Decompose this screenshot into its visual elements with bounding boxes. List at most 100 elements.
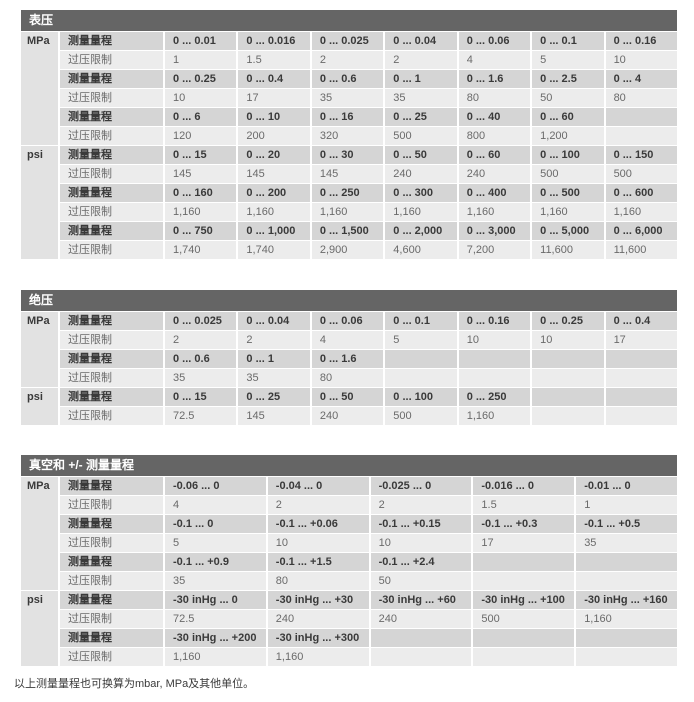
value-cell: 0 ... 250 (311, 184, 384, 202)
value-cell: 1,160 (605, 203, 677, 221)
value-cell (605, 127, 677, 145)
value-cell (532, 350, 604, 368)
value-cell: -0.1 ... +0.06 (267, 515, 369, 533)
value-cell: 11,600 (605, 241, 677, 259)
unit-label: MPa (21, 32, 58, 145)
value-cell: 5 (385, 331, 457, 349)
unit-group: MPa 测量量程 -0.06 ... 0 -0.04 ... 0 -0.025 ... … (21, 477, 677, 590)
value-cell (605, 350, 677, 368)
value-cell: 0 ... 60 (532, 108, 604, 126)
value-cell: 0 ... 160 (165, 184, 237, 202)
unit-label: MPa (21, 477, 58, 590)
value-cell: 0 ... 15 (165, 388, 237, 406)
row-label: 测量量程 (60, 591, 163, 609)
value-cell: 35 (311, 89, 384, 107)
value-cell: 0 ... 0.1 (532, 32, 604, 50)
value-cell: 0 ... 0.4 (238, 70, 310, 88)
value-cell: 0 ... 100 (385, 388, 457, 406)
value-cell: 0 ... 20 (238, 146, 310, 164)
value-cell: 0 ... 5,000 (532, 222, 604, 240)
value-cell: 1.5 (473, 496, 575, 514)
value-cell: 145 (165, 165, 237, 183)
spec-table: 真空和 +/- 测量量程 MPa 测量量程 -0.06 ... 0 -0.04 ... … (21, 455, 677, 666)
value-cell: 0 ... 16 (311, 108, 384, 126)
unit-group: MPa 测量量程 0 ... 0.025 0 ... 0.04 0 ... 0.06 0 … (21, 312, 677, 387)
value-cell: 80 (311, 369, 384, 387)
value-cell: 35 (165, 369, 237, 387)
value-cell (576, 629, 677, 647)
value-cell: 0 ... 0.04 (238, 312, 310, 330)
value-cell: 2 (267, 496, 369, 514)
value-cell: 1,160 (165, 203, 237, 221)
value-cell: 1.5 (238, 51, 310, 69)
value-cell: 120 (165, 127, 237, 145)
value-cell: 0 ... 25 (238, 388, 310, 406)
row-label: 测量量程 (60, 70, 163, 88)
row-label: 测量量程 (60, 629, 163, 647)
value-cell: -0.1 ... +0.9 (165, 553, 266, 571)
value-cell (576, 572, 677, 590)
table-title: 绝压 (21, 290, 677, 311)
value-cell: 0 ... 0.025 (311, 32, 384, 50)
value-cell (458, 369, 531, 387)
value-cell: 0 ... 300 (385, 184, 457, 202)
value-cell: 145 (311, 165, 384, 183)
value-cell: 1,160 (385, 203, 457, 221)
value-cell: 0 ... 600 (605, 184, 677, 202)
value-cell: 11,600 (532, 241, 604, 259)
row-label: 过压限制 (60, 610, 163, 628)
value-cell: 4 (165, 496, 266, 514)
value-cell: 0 ... 1,500 (311, 222, 384, 240)
value-cell: 0 ... 500 (532, 184, 604, 202)
row-label: 测量量程 (60, 312, 163, 330)
footer-note: 以上测量量程也可换算为mbar, MPa及其他单位。 (14, 678, 255, 690)
value-cell: 500 (385, 407, 457, 425)
value-cell: 0 ... 100 (532, 146, 604, 164)
value-cell: 240 (311, 407, 384, 425)
unit-label: psi (21, 146, 58, 259)
spec-tables: 表压 MPa 测量量程 0 ... 0.01 0 ... 0.016 0 ... 0.02… (21, 10, 677, 666)
value-cell: 1 (165, 51, 237, 69)
value-cell: 0 ... 1.6 (311, 350, 384, 368)
value-cell: 0 ... 0.16 (458, 312, 531, 330)
value-cell (532, 407, 604, 425)
value-cell: 0 ... 150 (605, 146, 677, 164)
value-cell (473, 553, 575, 571)
value-cell: 4 (458, 51, 531, 69)
value-cell: -0.1 ... +0.15 (370, 515, 472, 533)
value-cell: 4 (311, 331, 384, 349)
spec-table: 表压 MPa 测量量程 0 ... 0.01 0 ... 0.016 0 ... 0.02… (21, 10, 677, 259)
value-cell: 1,160 (238, 203, 310, 221)
value-cell: 2 (238, 331, 310, 349)
value-cell: 500 (532, 165, 604, 183)
value-cell: 5 (532, 51, 604, 69)
value-cell: 0 ... 400 (458, 184, 531, 202)
value-cell: 0 ... 10 (238, 108, 310, 126)
value-cell: 0 ... 250 (458, 388, 531, 406)
value-cell: 1,160 (532, 203, 604, 221)
value-cell: -0.016 ... 0 (473, 477, 575, 495)
value-cell (532, 369, 604, 387)
table-title: 真空和 +/- 测量量程 (21, 455, 677, 476)
value-cell: 50 (370, 572, 472, 590)
value-cell: 0 ... 1 (385, 70, 457, 88)
value-cell: 72.5 (165, 407, 237, 425)
value-cell: 320 (311, 127, 384, 145)
value-cell: -0.04 ... 0 (267, 477, 369, 495)
unit-group: psi 测量量程 0 ... 15 0 ... 20 0 ... 30 0 ... 50 0… (21, 146, 677, 259)
value-cell: 35 (165, 572, 266, 590)
value-cell: 0 ... 200 (238, 184, 310, 202)
value-cell: -0.1 ... +1.5 (267, 553, 369, 571)
value-cell: 4,600 (385, 241, 457, 259)
value-cell: 0 ... 40 (458, 108, 531, 126)
value-cell: -0.1 ... +0.3 (473, 515, 575, 533)
row-label: 过压限制 (60, 127, 163, 145)
value-cell: 800 (458, 127, 531, 145)
value-cell: 35 (238, 369, 310, 387)
value-cell: 200 (238, 127, 310, 145)
value-cell: 2 (385, 51, 457, 69)
value-cell: 0 ... 0.25 (165, 70, 237, 88)
value-cell: 1,160 (165, 648, 266, 666)
datasheet-content: 表压 MPa 测量量程 0 ... 0.01 0 ... 0.016 0 ... 0.02… (21, 10, 677, 666)
row-label: 过压限制 (60, 369, 163, 387)
